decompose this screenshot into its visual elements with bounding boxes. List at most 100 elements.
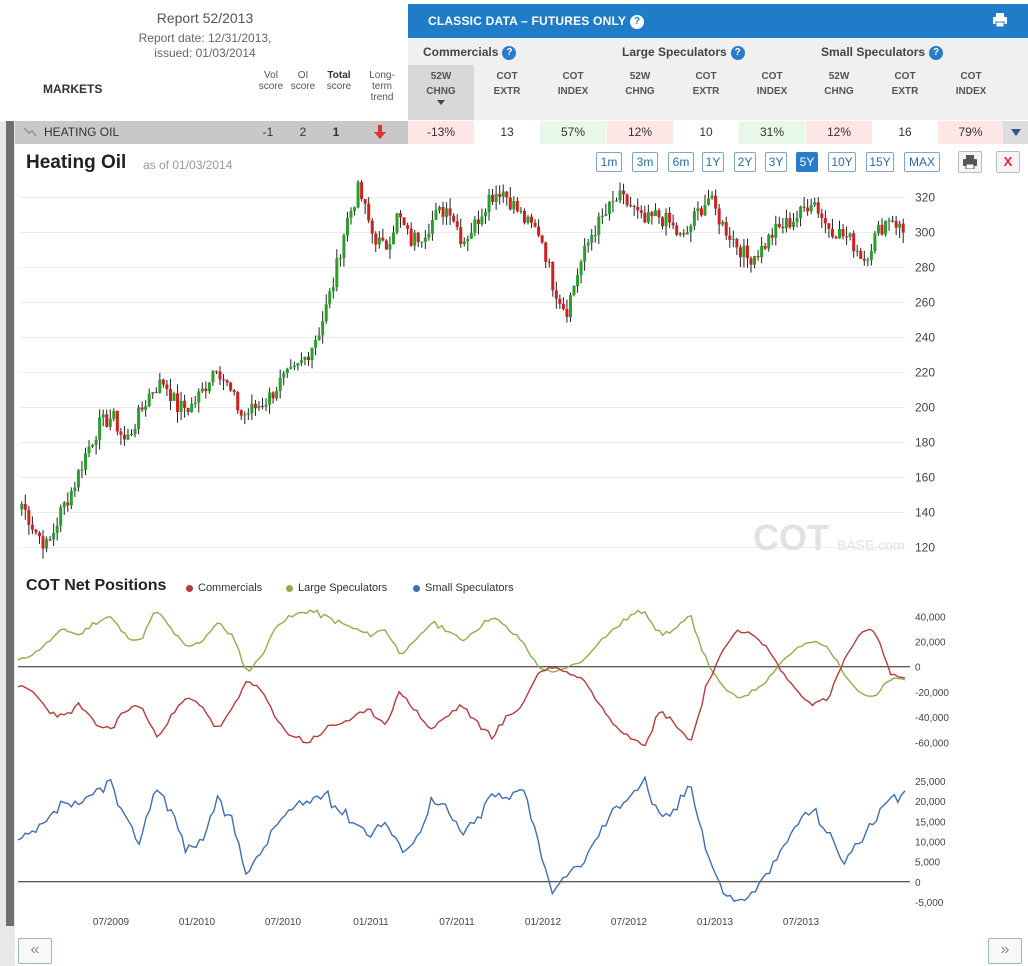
range-2y-button[interactable]: 2Y <box>734 152 756 172</box>
range-max-button[interactable]: MAX <box>904 152 940 172</box>
legend-large-speculators[interactable]: Large Speculators <box>286 582 387 594</box>
help-icon[interactable]: ? <box>502 45 517 60</box>
cot-x-tick: 07/2009 <box>93 917 130 928</box>
col-comm-cot-index[interactable]: COT INDEX <box>540 69 606 99</box>
candle-body <box>204 388 208 392</box>
print-icon[interactable] <box>992 13 1008 27</box>
candle-body <box>101 414 105 418</box>
market-row-left[interactable] <box>15 121 408 144</box>
cot-upper-tick: 40,000 <box>915 612 946 623</box>
range-3m-button[interactable]: 3m <box>632 152 658 172</box>
candle-body <box>565 308 569 318</box>
candle-body <box>441 207 445 217</box>
candle-body <box>30 524 34 530</box>
range-5y-button[interactable]: 5Y <box>796 152 818 172</box>
col-small-cot-extr[interactable]: COT EXTR <box>872 69 938 99</box>
candle-body <box>834 236 838 239</box>
range-3y-button[interactable]: 3Y <box>765 152 787 172</box>
oi-score-header[interactable]: OI score <box>290 70 316 92</box>
candle-body <box>349 210 353 218</box>
legend-small-label: Small Speculators <box>425 582 514 594</box>
cot-lower-tick: 0 <box>915 878 921 889</box>
left-sidebar-bar <box>6 121 14 926</box>
small-extr-value: 16 <box>898 125 912 139</box>
cot-upper-tick: -20,000 <box>915 688 949 699</box>
range-1y-button[interactable]: 1Y <box>702 152 724 172</box>
candle-body <box>59 507 63 526</box>
candle-body <box>614 200 618 202</box>
col-small-index-line2: INDEX <box>955 86 987 97</box>
range-1m-button[interactable]: 1m <box>596 152 622 172</box>
candle-body <box>154 392 158 394</box>
candle-body <box>583 245 587 262</box>
candle-body <box>625 194 629 206</box>
candle-body <box>845 236 849 238</box>
legend-commercials[interactable]: Commercials <box>186 582 262 594</box>
total-score-header-line1: Total <box>327 70 351 81</box>
cot-x-tick: 07/2012 <box>611 917 648 928</box>
expand-row-button[interactable] <box>1003 121 1028 144</box>
candle-body <box>710 195 714 199</box>
col-small-52w[interactable]: 52W CHNG <box>806 69 872 99</box>
candle-body <box>491 194 495 202</box>
group-commercials-title: Commercials? <box>423 45 517 60</box>
candle-body <box>554 290 558 299</box>
candle-body <box>48 539 52 541</box>
cot-lower-tick: 10,000 <box>915 838 946 849</box>
candle-body <box>459 227 463 245</box>
candle-body <box>303 356 307 360</box>
close-chart-button[interactable]: X <box>996 151 1020 173</box>
candle-body <box>179 400 183 413</box>
candle-body <box>714 195 718 209</box>
total-score-header[interactable]: Total score <box>322 70 356 92</box>
price-tick-label: 220 <box>915 366 935 380</box>
candle-body <box>597 216 601 235</box>
col-large-52w[interactable]: 52W CHNG <box>607 69 673 99</box>
candle-body <box>519 210 523 212</box>
candle-body <box>632 206 636 208</box>
candle-body <box>753 256 757 265</box>
candle-body <box>880 224 884 235</box>
col-comm-52w[interactable]: 52W CHNG <box>408 65 474 120</box>
candle-body <box>207 382 211 392</box>
legend-small-speculators[interactable]: Small Speculators <box>413 582 514 594</box>
price-tick-label: 160 <box>915 471 935 485</box>
candle-body <box>41 536 45 549</box>
market-name[interactable]: HEATING OIL <box>44 125 120 139</box>
candle-body <box>338 258 342 260</box>
col-comm-extr-line2: EXTR <box>493 86 521 97</box>
candle-body <box>94 439 98 445</box>
candle-body <box>193 402 197 404</box>
candle-body <box>105 414 109 427</box>
col-large-cot-extr[interactable]: COT EXTR <box>673 69 739 99</box>
candle-body <box>381 237 385 241</box>
prev-button[interactable]: « <box>18 938 52 964</box>
candle-body <box>689 226 693 233</box>
price-tick-label: 260 <box>915 296 935 310</box>
candle-body <box>852 233 856 252</box>
vol-score-header[interactable]: Vol score <box>258 70 284 92</box>
candle-body <box>391 232 395 245</box>
candle-body <box>126 434 130 440</box>
range-6m-button[interactable]: 6m <box>668 152 694 172</box>
range-15y-button[interactable]: 15Y <box>866 152 894 172</box>
price-tick-label: 300 <box>915 226 935 240</box>
next-button[interactable]: » <box>988 938 1022 964</box>
help-icon[interactable]: ? <box>630 14 645 29</box>
candle-body <box>802 206 806 208</box>
col-comm-cot-extr[interactable]: COT EXTR <box>474 69 540 99</box>
candle-body <box>452 215 456 222</box>
help-icon[interactable]: ? <box>929 45 944 60</box>
legend-dot <box>286 584 293 592</box>
candle-body <box>572 285 576 296</box>
candle-body <box>27 509 31 525</box>
candle-body <box>894 220 898 228</box>
help-icon[interactable]: ? <box>730 45 745 60</box>
candle-body <box>848 233 852 238</box>
candle-body <box>806 207 810 212</box>
chart-print-button[interactable] <box>958 151 982 173</box>
range-10y-button[interactable]: 10Y <box>828 152 856 172</box>
col-large-cot-index[interactable]: COT INDEX <box>739 69 805 99</box>
col-small-cot-index[interactable]: COT INDEX <box>938 69 1004 99</box>
trend-header[interactable]: Long- term trend <box>364 70 400 103</box>
